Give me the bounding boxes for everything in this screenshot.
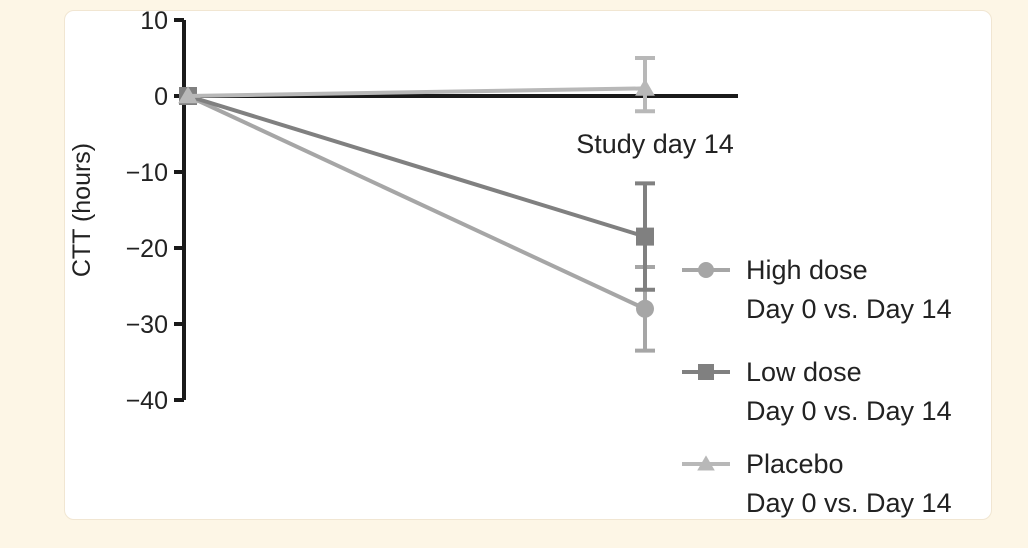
- legend: High dose Day 0 vs. Day 14 Low dose Day 0 v…: [682, 255, 952, 518]
- legend-label: Low dose: [746, 357, 862, 387]
- legend-entry: Low dose Day 0 vs. Day 14: [682, 357, 952, 426]
- data-point-circle: [636, 299, 654, 318]
- series-line: [187, 94, 646, 239]
- legend-sublabel: Day 0 vs. Day 14: [746, 488, 952, 518]
- legend-sublabel: Day 0 vs. Day 14: [746, 294, 952, 324]
- series-triangle: [178, 56, 655, 114]
- series-layer: [178, 56, 655, 353]
- series-square: [179, 87, 655, 292]
- y-tick-label: −40: [126, 387, 168, 415]
- legend-marker-square: [698, 364, 714, 380]
- series-line: [187, 86, 646, 98]
- y-tick-label: 0: [154, 83, 168, 111]
- legend-label: High dose: [746, 255, 868, 285]
- legend-label: Placebo: [746, 449, 844, 479]
- data-point-triangle: [635, 78, 655, 96]
- data-point-triangle: [178, 86, 198, 104]
- y-tick-label: 10: [140, 7, 168, 35]
- study-day-annotation: Study day 14: [576, 129, 734, 159]
- legend-entry: High dose Day 0 vs. Day 14: [682, 255, 952, 324]
- legend-marker-triangle: [697, 455, 715, 471]
- series-line: [187, 94, 646, 311]
- data-point-square: [636, 227, 654, 246]
- y-tick-label: −20: [126, 235, 168, 263]
- y-tick-label: −10: [126, 159, 168, 187]
- legend-entry: Placebo Day 0 vs. Day 14: [682, 449, 952, 518]
- legend-marker-circle: [698, 262, 714, 278]
- y-tick-label: −30: [126, 311, 168, 339]
- y-axis-title: CTT (hours): [68, 143, 96, 277]
- legend-sublabel: Day 0 vs. Day 14: [746, 396, 952, 426]
